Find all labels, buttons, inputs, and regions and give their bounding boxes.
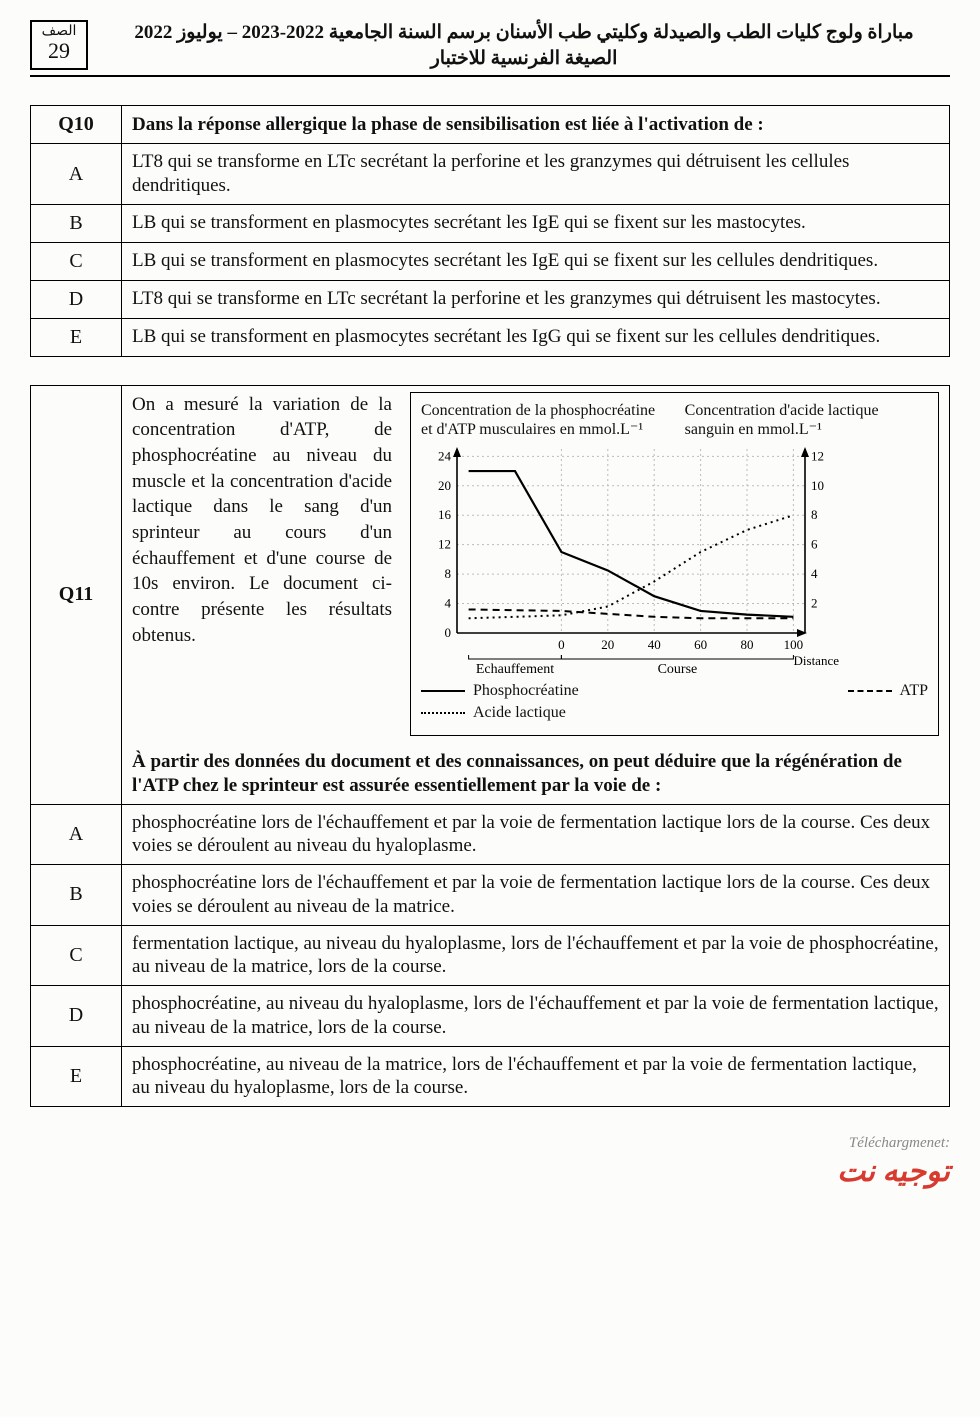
svg-text:24: 24 <box>438 449 452 464</box>
svg-text:12: 12 <box>811 449 824 464</box>
q10-opt-c-letter: C <box>31 242 122 280</box>
page-top-label: الصف <box>32 24 86 39</box>
exam-title-line2: الصيغة الفرنسية للاختبار <box>98 46 950 72</box>
svg-text:80: 80 <box>741 637 754 652</box>
q11-chart-svg: 0481216202424681012020406080100Echauffem… <box>421 443 841 673</box>
q10-opt-e-letter: E <box>31 318 122 356</box>
svg-text:8: 8 <box>811 507 818 522</box>
q11-opt-e-text: phosphocréatine, au niveau de la matrice… <box>122 1046 950 1107</box>
q10-number: Q10 <box>31 106 122 144</box>
q11-opt-d-text: phosphocréatine, au niveau du hyaloplasm… <box>122 986 950 1047</box>
footer-logo: توجيه نت <box>30 1154 950 1189</box>
q10-opt-a-letter: A <box>31 144 122 205</box>
q11-intro: On a mesuré la variation de la concentra… <box>132 392 392 736</box>
legend-atp-label: ATP <box>900 681 928 701</box>
q10-opt-d-letter: D <box>31 280 122 318</box>
svg-text:0: 0 <box>445 625 452 640</box>
q11-opt-a-text: phosphocréatine lors de l'échauffement e… <box>122 804 950 865</box>
svg-text:100: 100 <box>784 637 804 652</box>
footer-download-label: Téléchargmenet: <box>30 1135 950 1152</box>
q11-opt-e-letter: E <box>31 1046 122 1107</box>
q10-opt-d-text: LT8 qui se transforme en LTc secrétant l… <box>122 280 950 318</box>
q10-opt-b-text: LB qui se transforment en plasmocytes se… <box>122 204 950 242</box>
legend-pc-label: Phosphocréatine <box>473 681 579 701</box>
page-number: 29 <box>32 39 86 63</box>
legend-al-swatch <box>421 712 465 714</box>
page-number-box: الصف 29 <box>30 20 88 70</box>
svg-text:6: 6 <box>811 537 818 552</box>
legend-pc-swatch <box>421 690 465 692</box>
legend-al-label: Acide lactique <box>473 703 566 723</box>
page-header: الصف 29 مباراة ولوج كليات الطب والصيدلة … <box>30 20 950 77</box>
exam-title: مباراة ولوج كليات الطب والصيدلة وكليتي ط… <box>98 20 950 71</box>
q10-opt-a-text: LT8 qui se transforme en LTc secrétant l… <box>122 144 950 205</box>
svg-text:4: 4 <box>811 566 818 581</box>
svg-text:20: 20 <box>438 478 451 493</box>
chart-right-axis-label: Concentration d'acide lactique sanguin e… <box>685 401 928 439</box>
svg-text:Distance: Distance <box>794 653 840 668</box>
q11-opt-c-text: fermentation lactique, au niveau du hyal… <box>122 925 950 986</box>
exam-title-line1: مباراة ولوج كليات الطب والصيدلة وكليتي ط… <box>98 20 950 46</box>
q11-opt-a-letter: A <box>31 804 122 865</box>
legend-atp-swatch <box>848 690 892 692</box>
svg-text:Echauffement: Echauffement <box>476 662 554 673</box>
svg-text:16: 16 <box>438 507 452 522</box>
q11-chart-box: Concentration de la phosphocréatine et d… <box>410 392 939 736</box>
svg-text:20: 20 <box>601 637 614 652</box>
q11-opt-b-letter: B <box>31 865 122 926</box>
svg-text:40: 40 <box>648 637 661 652</box>
q10-opt-e-text: LB qui se transforment en plasmocytes se… <box>122 318 950 356</box>
q11-opt-c-letter: C <box>31 925 122 986</box>
question-10-table: Q10 Dans la réponse allergique la phase … <box>30 105 950 357</box>
svg-text:12: 12 <box>438 537 451 552</box>
q11-conclusion: À partir des données du document et des … <box>132 750 939 798</box>
chart-left-axis-label: Concentration de la phosphocréatine et d… <box>421 401 664 439</box>
question-11-table: Q11 On a mesuré la variation de la conce… <box>30 385 950 1107</box>
q11-number: Q11 <box>31 385 122 804</box>
footer: Téléchargmenet: توجيه نت <box>30 1135 950 1189</box>
q11-opt-b-text: phosphocréatine lors de l'échauffement e… <box>122 865 950 926</box>
q10-opt-b-letter: B <box>31 204 122 242</box>
svg-text:10: 10 <box>811 478 824 493</box>
svg-text:60: 60 <box>694 637 707 652</box>
svg-text:4: 4 <box>445 596 452 611</box>
svg-text:2: 2 <box>811 596 818 611</box>
svg-text:8: 8 <box>445 566 452 581</box>
q10-opt-c-text: LB qui se transforment en plasmocytes se… <box>122 242 950 280</box>
svg-text:Course: Course <box>658 662 698 673</box>
svg-text:parcourue en m: parcourue en m <box>758 667 839 673</box>
q11-body-cell: On a mesuré la variation de la concentra… <box>122 385 950 804</box>
svg-text:0: 0 <box>558 637 565 652</box>
q11-opt-d-letter: D <box>31 986 122 1047</box>
q10-stem: Dans la réponse allergique la phase de s… <box>122 106 950 144</box>
